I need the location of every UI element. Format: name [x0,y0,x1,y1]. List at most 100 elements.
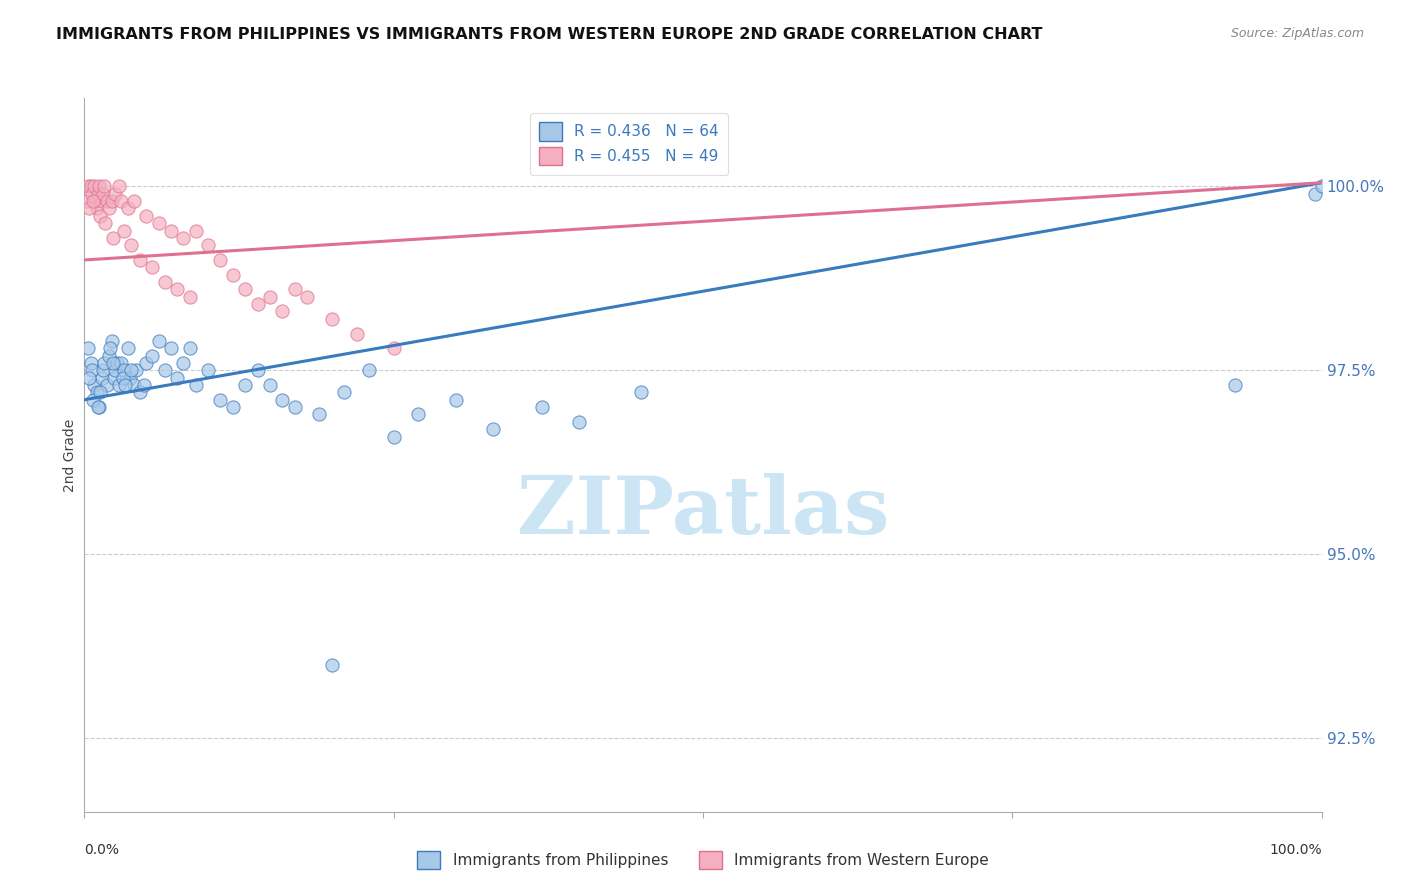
Point [166,282,188,296]
Point [172,231,194,245]
Point [112,363,135,377]
Point [98,349,121,363]
Point [271,392,294,407]
Point [129,385,152,400]
Legend: Immigrants from Philippines, Immigrants from Western Europe: Immigrants from Philippines, Immigrants … [412,845,994,875]
Point [79,202,101,216]
Point [80,363,103,377]
Point [172,356,194,370]
Point [382,429,405,443]
Point [86,202,108,216]
Point [531,400,554,414]
Point [209,252,232,267]
Text: 0.0%: 0.0% [84,843,120,857]
Point [117,341,139,355]
Point [91,363,114,377]
Point [197,238,219,252]
Point [89,179,111,194]
Point [77,179,100,194]
Point [120,238,142,252]
Point [125,363,148,377]
Point [110,356,132,370]
Point [246,363,269,377]
Point [79,356,101,370]
Point [104,363,127,377]
Point [122,194,145,208]
Point [346,326,368,341]
Point [120,370,142,384]
Point [153,363,176,377]
Point [357,363,380,377]
Point [98,341,121,355]
Point [135,209,157,223]
Point [79,179,101,194]
Point [160,223,183,237]
Point [108,378,131,392]
Point [321,311,343,326]
Point [166,370,188,384]
Point [80,186,103,201]
Point [86,385,108,400]
Point [103,370,125,384]
Point [321,657,343,672]
Text: IMMIGRANTS FROM PHILIPPINES VS IMMIGRANTS FROM WESTERN EUROPE 2ND GRADE CORRELAT: IMMIGRANTS FROM PHILIPPINES VS IMMIGRANT… [56,27,1043,42]
Point [222,268,245,282]
Point [179,341,201,355]
Point [284,282,307,296]
Point [197,363,219,377]
Point [100,334,122,348]
Point [83,179,105,194]
Point [630,385,652,400]
Point [259,290,281,304]
Text: ZIPatlas: ZIPatlas [517,473,889,551]
Point [568,415,591,429]
Point [93,356,115,370]
Point [141,260,163,275]
Point [89,385,111,400]
Point [148,334,170,348]
Point [105,356,128,370]
Point [76,194,98,208]
Point [444,392,467,407]
Point [96,378,118,392]
Point [295,290,318,304]
Point [481,422,503,436]
Point [132,378,155,392]
Point [179,290,201,304]
Point [408,408,430,422]
Point [89,209,111,223]
Point [79,370,101,384]
Point [108,179,131,194]
Point [160,341,183,355]
Text: Source: ZipAtlas.com: Source: ZipAtlas.com [1230,27,1364,40]
Point [98,202,121,216]
Point [141,349,163,363]
Point [104,186,127,201]
Point [135,356,157,370]
Point [101,231,124,245]
Point [333,385,356,400]
Point [222,400,245,414]
Point [308,408,330,422]
Point [101,356,124,370]
Text: 100.0%: 100.0% [1270,843,1322,857]
Point [90,194,112,208]
Point [209,392,232,407]
Point [89,400,111,414]
Point [114,378,136,392]
Point [246,297,269,311]
Point [94,216,117,230]
Point [82,392,104,407]
Point [233,378,256,392]
Point [129,252,152,267]
Point [112,223,135,237]
Point [1223,378,1246,392]
Point [84,194,107,208]
Point [82,194,104,208]
Point [184,378,207,392]
Point [87,400,110,414]
Point [284,400,307,414]
Point [100,194,122,208]
Point [96,194,118,208]
Point [87,186,110,201]
